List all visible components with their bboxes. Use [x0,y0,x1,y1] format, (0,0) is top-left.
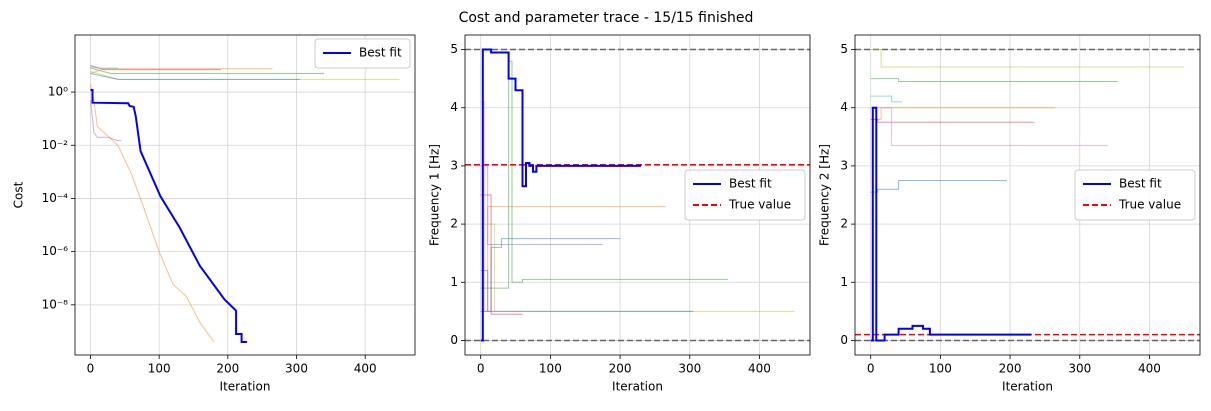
y-axis-label: Cost [12,181,26,208]
x-tick-label: 200 [999,362,1022,376]
legend-label: Best fit [359,46,402,60]
y-axis-label: Frequency 2 [Hz] [818,144,832,246]
y-tick-label: 1 [450,275,458,289]
y-tick-label: 10⁻⁴ [42,191,69,205]
y-axis-label: Frequency 1 [Hz] [428,144,442,246]
figure-title: Cost and parameter trace - 15/15 finishe… [459,10,754,26]
trace-line [480,60,729,289]
plot-area [855,48,1200,342]
plot-area [90,65,400,343]
y-tick-label: 10⁻⁸ [42,297,69,311]
plot-area [465,48,810,342]
legend: Best fit True value [1074,169,1196,221]
y-tick-label: 0 [840,333,848,347]
x-tick-label: 100 [929,362,952,376]
y-tick-label: 10⁻⁶ [42,244,69,258]
axes-frame [74,34,416,356]
legend-box [684,169,806,221]
axes-frame [854,34,1201,356]
trace-line [870,95,902,103]
best-fit-line [90,89,248,343]
trace-line [90,73,300,80]
y-tick-label: 2 [450,217,458,231]
legend: Best fit True value [684,169,806,221]
y-tick-label: 4 [840,100,848,114]
legend-label: True value [1118,198,1181,212]
trace-line [870,118,1035,123]
y-tick-label: 3 [450,158,458,172]
x-axis-label: Iteration [612,380,663,394]
x-tick-label: 400 [1138,362,1161,376]
legend-box [314,38,411,69]
x-tick-label: 100 [539,362,562,376]
y-tick-label: 10⁰ [48,85,68,99]
best-fit-line [480,48,641,342]
legend-label: True value [728,198,791,212]
x-tick-label: 300 [678,362,701,376]
y-tick-label: 3 [840,158,848,172]
subplot: 0 100 200 300 400 0 1 2 3 4 5 Iteration Frequency 2 … [818,34,1201,394]
trace-line [870,107,1108,146]
trace-line [90,66,118,69]
y-tick-label: 5 [840,42,848,56]
subplot: 0 100 200 300 400 10⁰ 10⁻² 10⁻⁴ 10⁻⁶ 10⁻⁸ Iteratio… [12,34,416,394]
trace-line [870,49,1185,68]
axes-frame [464,34,811,356]
legend-box [1074,169,1196,221]
trace-line [90,83,215,343]
x-tick-label: 200 [216,362,239,376]
y-tick-label: 10⁻² [42,138,69,152]
trace-line [90,68,273,74]
trace-line [870,78,1119,82]
x-tick-label: 400 [354,362,377,376]
x-tick-label: 0 [87,362,95,376]
legend-label: Best fit [1119,177,1162,191]
legend: Best fit [314,38,411,69]
y-tick-label: 4 [450,100,458,114]
x-tick-label: 300 [285,362,308,376]
x-tick-label: 400 [748,362,771,376]
x-tick-label: 300 [1068,362,1091,376]
x-axis-label: Iteration [1002,380,1053,394]
legend-label: Best fit [729,177,772,191]
y-tick-label: 0 [450,333,458,347]
best-fit-line [870,106,1031,342]
trace-line [480,194,523,315]
x-tick-label: 100 [148,362,171,376]
trace-line [90,65,221,71]
x-axis-label: Iteration [220,380,271,394]
subplot: 0 100 200 300 400 0 1 2 3 4 5 Iteration Frequency 1 … [428,34,811,394]
y-tick-label: 5 [450,42,458,56]
y-tick-label: 1 [840,275,848,289]
x-tick-label: 200 [609,362,632,376]
trace-line [90,100,122,142]
x-tick-label: 0 [477,362,485,376]
y-tick-label: 2 [840,217,848,231]
x-tick-label: 0 [867,362,875,376]
trace-line [90,67,324,74]
